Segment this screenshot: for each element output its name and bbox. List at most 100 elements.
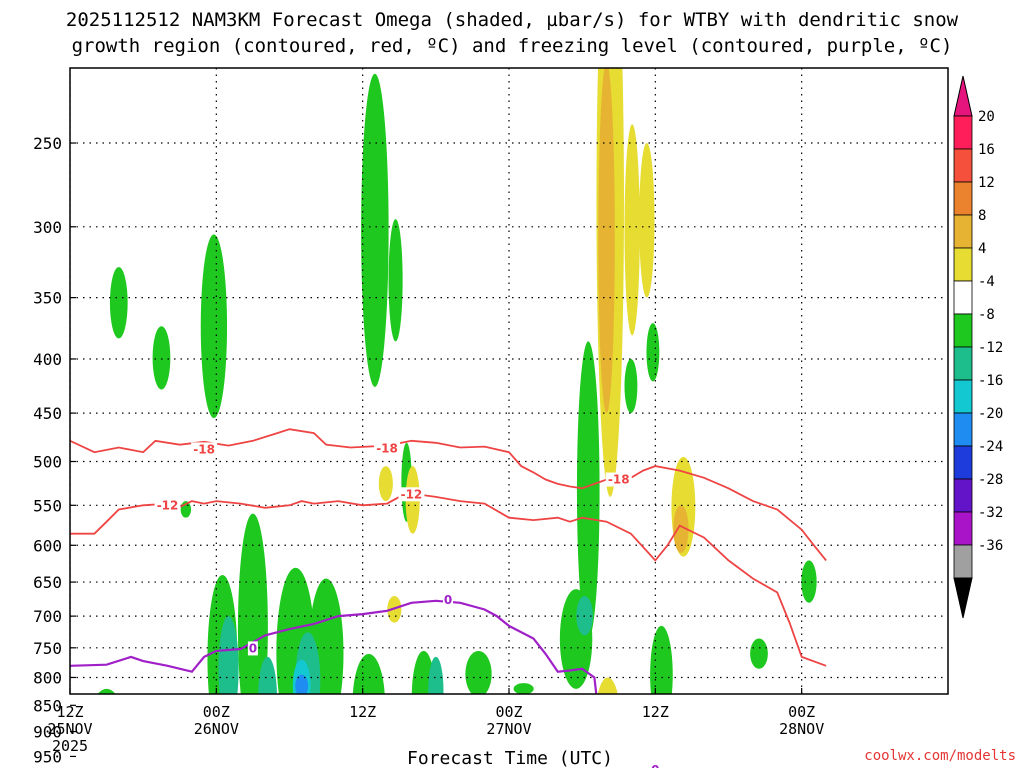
contour-label-0: -18 <box>193 442 215 456</box>
y-tick-label-600: 600 <box>33 536 62 555</box>
colorbar-segment-13 <box>953 544 973 579</box>
x-tick-label-36-1: 00Z <box>495 703 522 721</box>
x-tick-label-60-2: 28NOV <box>779 720 824 738</box>
omega-region-2 <box>200 234 228 419</box>
omega-region-41 <box>598 68 615 414</box>
omega-region-5 <box>388 219 403 342</box>
omega-region-17 <box>465 650 492 694</box>
omega-region-40 <box>725 708 753 729</box>
y-tick-label-350: 350 <box>33 289 62 308</box>
x-tick-label-36-2: 27NOV <box>486 720 531 738</box>
colorbar-label-3: 8 <box>978 208 986 224</box>
omega-region-7 <box>576 341 600 639</box>
colorbar-segment-12 <box>953 511 973 546</box>
colorbar-label-8: -16 <box>978 373 1003 389</box>
colorbar-label-6: -8 <box>978 307 995 323</box>
contour-label-bg-3 <box>154 498 181 513</box>
colorbar-segment-3 <box>953 214 973 249</box>
y-tick-label-300: 300 <box>33 218 62 237</box>
chart-title-line1: 2025112512 NAM3KM Forecast Omega (shaded… <box>66 9 959 31</box>
omega-region-32 <box>639 143 655 298</box>
omega-region-23 <box>218 616 239 694</box>
colorbar-label-9: -20 <box>978 406 1003 422</box>
omega-region-39 <box>638 742 653 757</box>
contour-line-temp-18 <box>70 428 827 561</box>
omega-region-44 <box>600 708 614 739</box>
colorbar-segment-5 <box>953 280 973 315</box>
contour-label-6: 0 <box>444 593 452 607</box>
omega-region-37 <box>375 694 389 716</box>
x-tick-label-0-3: 2025 <box>52 737 88 755</box>
x-tick-label-0-2: 25NOV <box>47 720 92 738</box>
omega-region-29 <box>295 674 309 694</box>
colorbar-segment-1 <box>953 148 973 183</box>
contour-label-bg-5 <box>247 641 258 656</box>
y-tick-label-550: 550 <box>33 496 62 515</box>
x-tick-label-12-1: 00Z <box>203 703 230 721</box>
contour-label-5: 0 <box>249 641 257 655</box>
omega-region-45 <box>601 718 613 734</box>
omega-region-31 <box>624 124 640 336</box>
contour-labels: -18 -18 -18 -12 -12 0 0 0 <box>154 441 661 768</box>
colorbar-label-4: 4 <box>978 241 986 257</box>
contour-label-3: -12 <box>157 498 179 512</box>
y-tick-label-850: 850 <box>33 696 62 715</box>
colorbar-top-arrow <box>953 75 973 117</box>
contour-label-bg-0 <box>191 442 218 457</box>
contour-label-2: -18 <box>608 473 630 487</box>
omega-region-21 <box>750 638 768 669</box>
omega-region-34 <box>378 466 393 502</box>
credit-text: coolwx.com/modelts <box>864 748 1016 764</box>
omega-region-26 <box>428 656 444 694</box>
y-tick-label-950: 950 <box>33 747 62 766</box>
omega-shading-layer <box>97 68 817 757</box>
omega-region-38 <box>597 677 618 694</box>
omega-region-1 <box>152 326 171 390</box>
x-tick-label-12-2: 26NOV <box>194 720 239 738</box>
colorbar-segment-7 <box>953 346 973 381</box>
contour-label-1: -18 <box>376 441 398 455</box>
omega-region-14 <box>352 653 385 694</box>
omega-region-15 <box>97 688 116 694</box>
colorbar-label-5: -4 <box>978 274 995 290</box>
omega-colorbar: 20 16 12 8 4 -4 -8 -12 -16 -20 -24 -28 -32 -36 <box>953 75 1003 619</box>
colorbar-label-2: 12 <box>978 175 995 191</box>
pressure-axis: 250 300 350 400 450 500 550 600 650 700 750 800 850 9… <box>33 134 76 766</box>
colorbar-label-13: -36 <box>978 538 1003 554</box>
y-tick-label-650: 650 <box>33 573 62 592</box>
colorbar-segment-6 <box>953 313 973 348</box>
colorbar-label-0: 20 <box>978 109 995 125</box>
x-tick-label-60-1: 00Z <box>788 703 815 721</box>
x-tick-label-24-1: 12Z <box>349 703 376 721</box>
x-tick-label-0-1: 12Z <box>56 703 83 721</box>
contour-label-bg-6 <box>443 593 454 608</box>
colorbar-label-11: -28 <box>978 472 1003 488</box>
contour-label-bg-7 <box>650 762 661 768</box>
contour-label-bg-2 <box>605 472 632 487</box>
contour-label-bg-4 <box>398 487 425 502</box>
omega-region-11 <box>237 513 268 694</box>
omega-region-24 <box>258 656 277 694</box>
y-tick-label-800: 800 <box>33 668 62 687</box>
colorbar-label-1: 16 <box>978 142 995 158</box>
omega-region-42 <box>599 694 617 746</box>
contour-line-temp-12 <box>70 492 827 667</box>
colorbar-segment-9 <box>953 412 973 447</box>
omega-region-8 <box>624 358 638 414</box>
contour-line-freezing-level <box>70 599 598 694</box>
colorbar-segment-8 <box>953 379 973 414</box>
contour-label-4: -12 <box>401 487 423 501</box>
omega-region-18 <box>513 683 534 694</box>
y-tick-label-700: 700 <box>33 607 62 626</box>
colorbar-bottom-arrow <box>953 577 973 619</box>
colorbar-segment-2 <box>953 181 973 216</box>
omega-region-22 <box>801 560 817 603</box>
y-tick-label-500: 500 <box>33 453 62 472</box>
y-tick-label-750: 750 <box>33 639 62 658</box>
omega-region-43 <box>673 505 689 553</box>
y-tick-label-900: 900 <box>33 723 62 742</box>
colorbar-segment-0 <box>953 115 973 150</box>
omega-region-9 <box>646 323 660 382</box>
